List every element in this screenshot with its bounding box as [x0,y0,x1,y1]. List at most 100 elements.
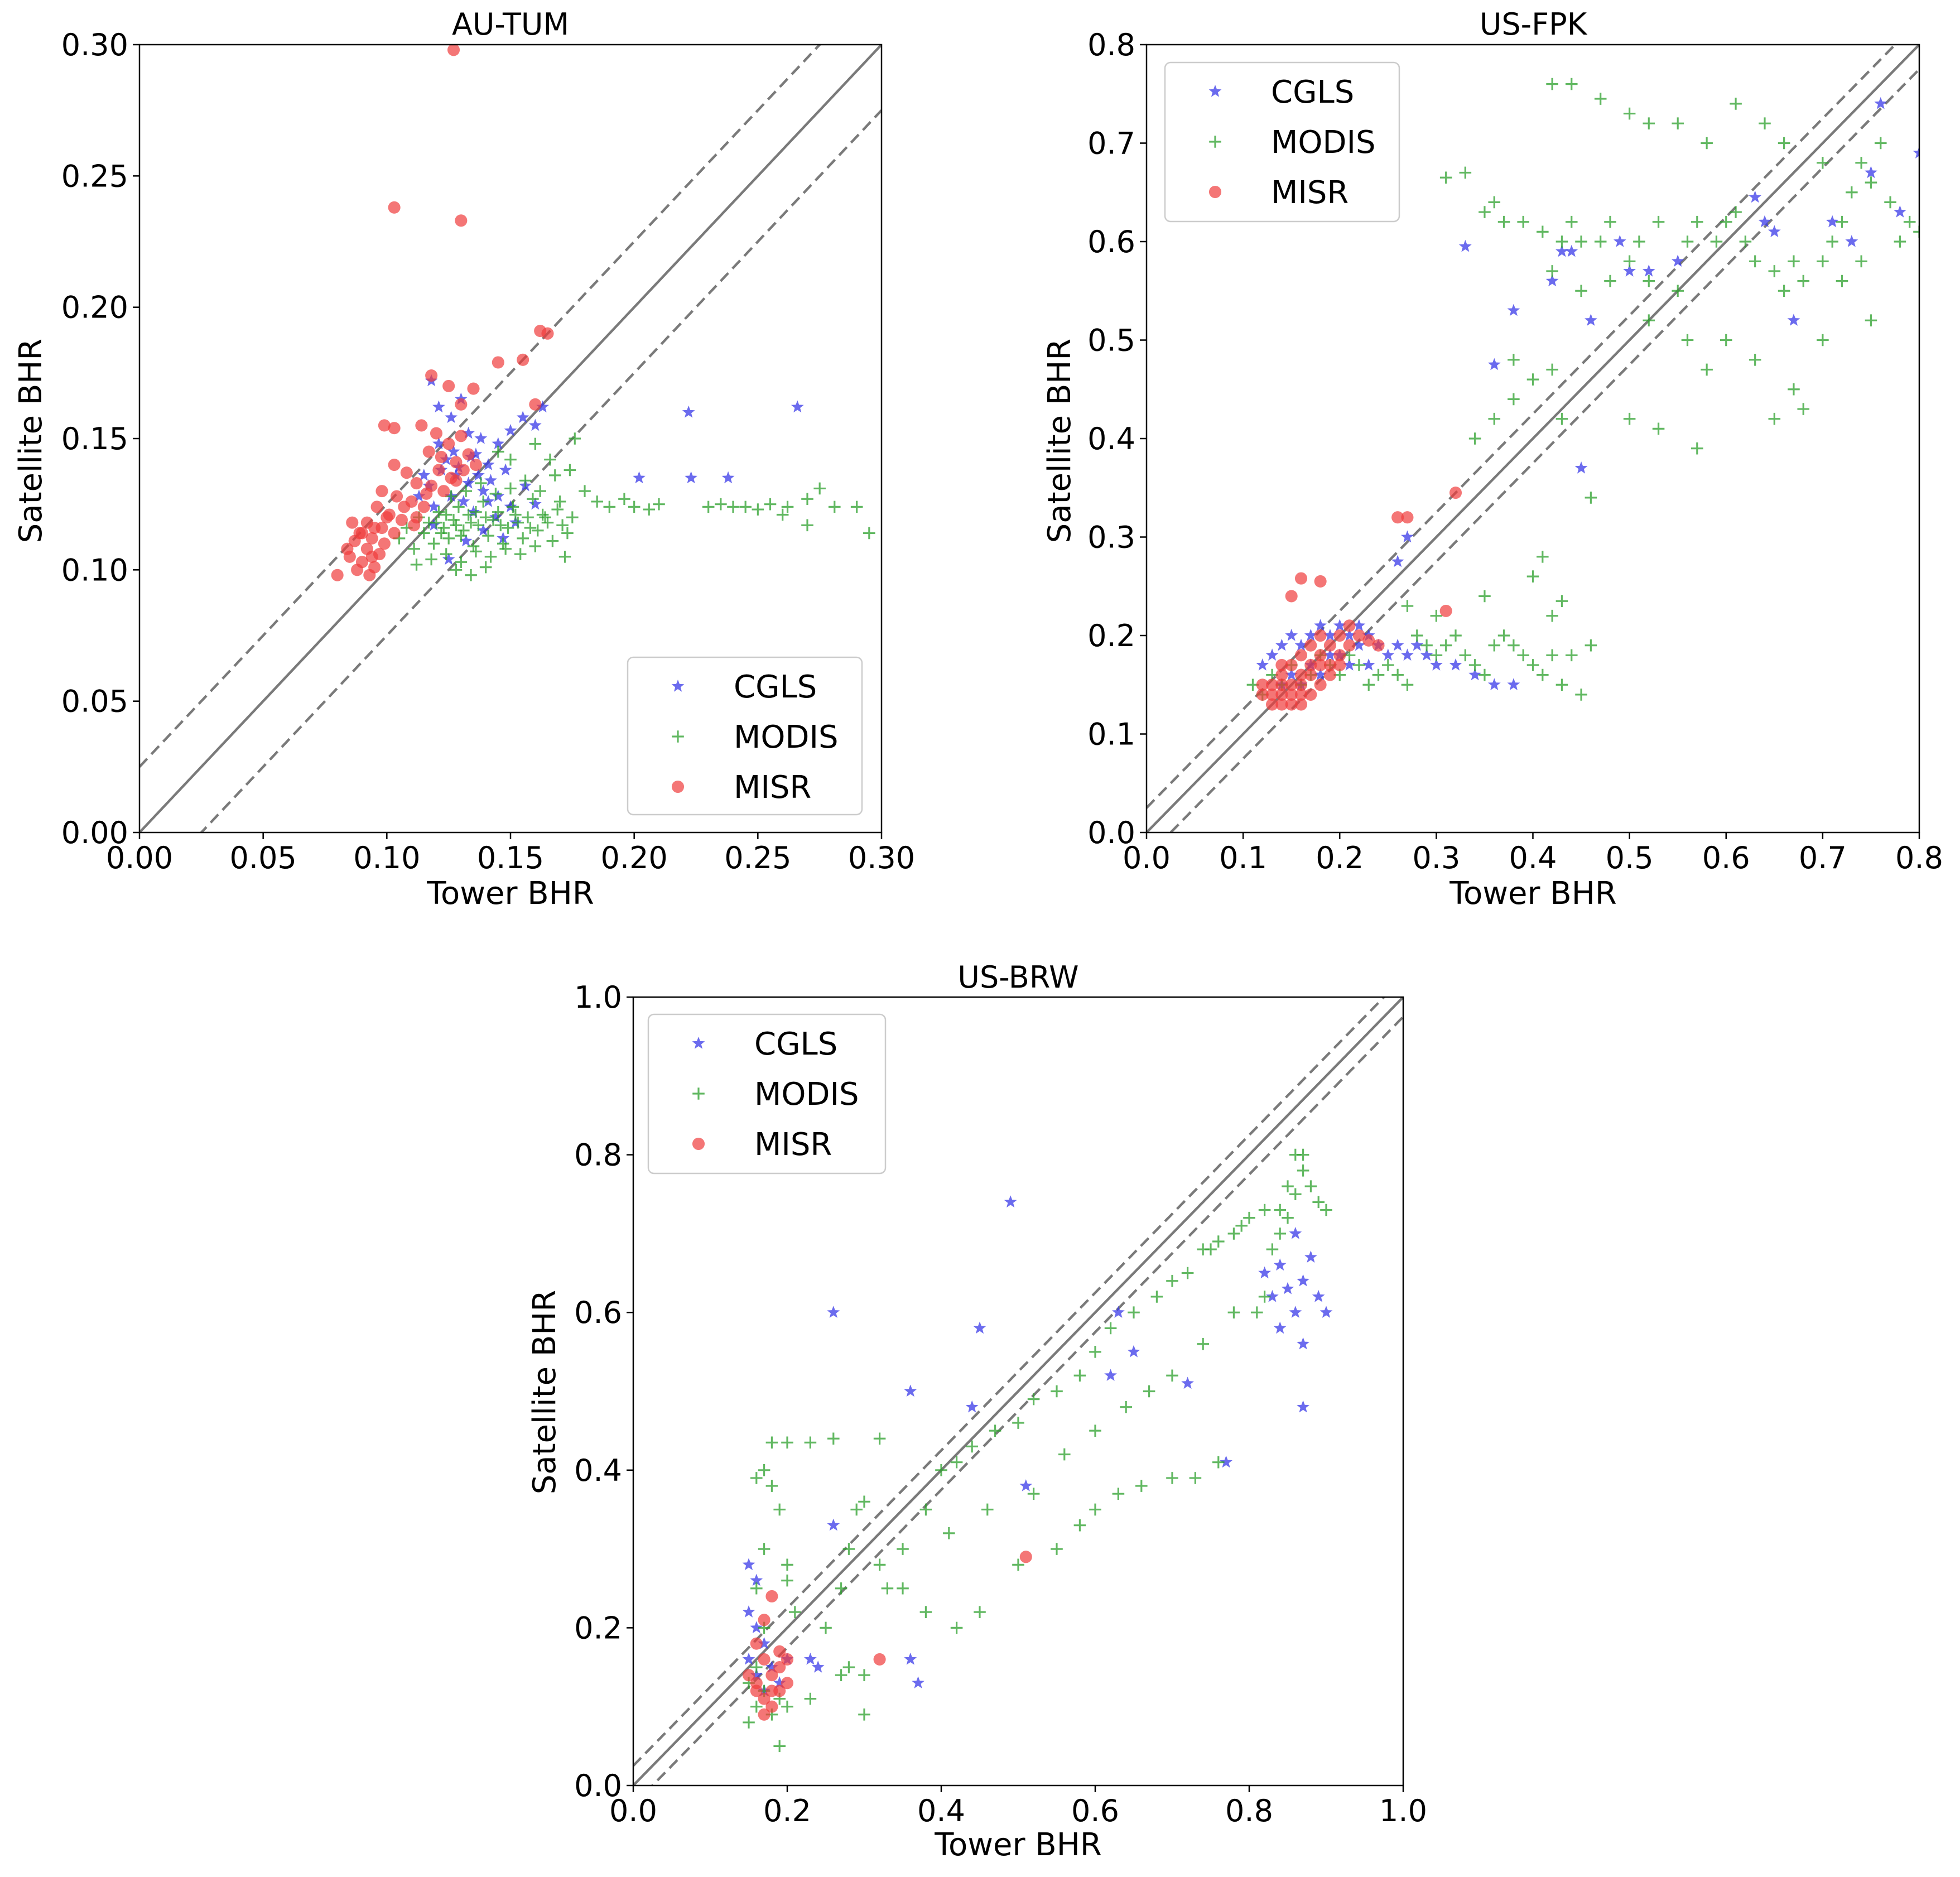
data-point-modis [425,553,437,566]
data-point-cgls [1312,1289,1325,1302]
data-point-modis [504,453,517,466]
data-point-modis [1884,196,1896,209]
data-point-cgls [1362,658,1375,671]
data-point-modis [1508,393,1520,406]
data-point-cgls [750,1621,763,1634]
legend-marker-misr [671,780,685,793]
data-point-modis [1297,1164,1309,1177]
data-point-modis [494,519,507,532]
y-tick-label: 0.25 [61,158,128,194]
data-point-misr [1314,649,1327,662]
data-point-modis [1479,206,1491,218]
data-point-misr [391,490,403,503]
data-point-modis [522,511,534,523]
data-point-cgls [1285,629,1298,641]
data-point-modis [1565,78,1578,90]
data-point-modis [1720,334,1732,346]
y-tick-label: 0.4 [574,1453,622,1488]
x-tick-label: 0.30 [848,840,915,875]
data-point-modis [1382,659,1394,671]
legend-marker-misr [1208,185,1222,199]
data-point-misr [492,356,504,369]
legend-label: CGLS [1271,74,1354,110]
data-point-modis [1894,235,1906,248]
data-point-cgls [1323,629,1337,641]
data-point-modis [1488,412,1501,425]
data-point-modis [1730,98,1742,110]
data-point-cgls [1275,638,1288,651]
data-point-cgls [481,458,495,470]
data-point-cgls [1507,678,1520,690]
legend-box [1164,61,1400,223]
data-point-misr [1275,678,1288,691]
ticks: 0.00 0.05 0.10 0.15 0.20 0.25 0.30 0.00 0.05 0.10… [61,27,915,875]
data-point-modis [1846,186,1858,199]
data-point-modis [527,493,539,506]
y-tick-label: 0.5 [1087,323,1135,358]
data-point-modis [750,1661,763,1673]
y-tick-label: 0.1 [1087,717,1135,752]
data-point-misr [1343,639,1356,652]
data-point-modis [804,1436,817,1449]
data-point-modis [1166,1472,1178,1484]
data-point-modis [531,524,544,537]
x-tick-label: 0.2 [1316,840,1364,875]
data-point-cgls [685,471,697,484]
data-point-modis [479,511,492,523]
data-point-cgls [528,497,542,510]
data-point-modis [1150,1291,1163,1303]
data-point-modis [1575,285,1587,297]
legend-item-modis: MODIS [692,1076,859,1113]
data-point-misr [1285,590,1298,603]
data-point-cgls [462,426,475,439]
data-point-modis [509,508,522,521]
data-point-modis [1526,659,1539,671]
data-point-cgls [1352,638,1366,651]
data-point-cgls [765,1661,778,1673]
x-tick-label: 0.00 [106,840,173,875]
data-point-modis [1258,1204,1271,1216]
data-point-cgls [791,400,804,413]
data-point-modis [418,527,430,540]
data-point-misr [750,1677,763,1690]
data-point-cgls [827,1518,840,1531]
data-point-modis [1508,639,1520,652]
data-point-modis [1312,1196,1325,1209]
data-point-cgls [1565,244,1578,257]
x-tick-label: 0.4 [917,1793,965,1828]
data-point-modis [919,1606,932,1618]
data-point-cgls [476,484,490,497]
data-point-modis [1526,570,1539,583]
data-point-cgls [1874,97,1887,109]
data-point-cgls [804,1652,817,1665]
y-tick-label: 0.7 [1087,126,1135,161]
data-point-modis [551,503,564,516]
y-tick-label: 0.6 [574,1295,622,1330]
data-point-cgls [1671,254,1684,267]
x-tick-label: 0.6 [1071,1793,1119,1828]
data-point-misr [1333,629,1346,642]
data-point-modis [430,516,442,529]
data-point-modis [743,1716,755,1729]
data-point-modis [484,551,497,563]
data-point-modis [765,1480,778,1492]
data-point-cgls [1297,1400,1309,1413]
data-point-modis [442,532,455,545]
data-point-modis [1189,1472,1202,1484]
data-point-modis [1051,1543,1063,1555]
data-point-modis [524,522,537,534]
legend-item-misr: MISR [692,1127,832,1163]
legend-item-modis: MODIS [1209,124,1376,161]
data-point-modis [477,495,490,508]
data-point-cgls [1314,668,1327,681]
legend-label: MISR [734,769,811,806]
data-point-misr [1323,658,1336,671]
data-point-modis [850,500,863,513]
x-tick-label: 0.20 [601,840,668,875]
data-point-misr [388,527,401,540]
data-point-modis [564,464,576,477]
data-point-cgls [1289,1306,1302,1318]
data-point-misr [758,1692,770,1705]
data-point-misr [1019,1551,1032,1563]
data-point-misr [375,485,388,498]
